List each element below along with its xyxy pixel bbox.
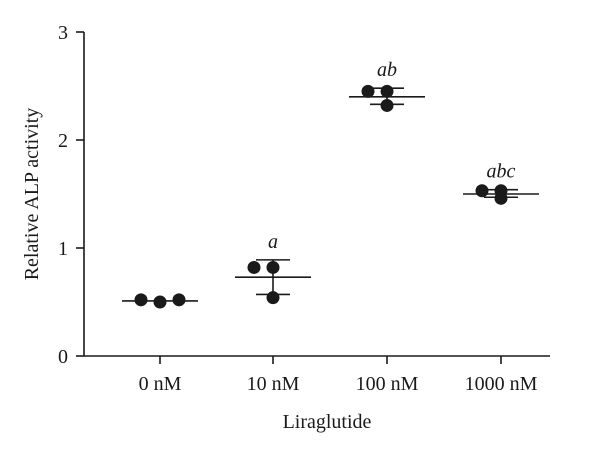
x-tick-label: 100 nM (356, 373, 419, 395)
group-2: ab (349, 59, 425, 112)
axes: 0 1 2 3 0 nM 10 nM 100 nM 1000 nM (58, 22, 550, 395)
data-marks: a ab abc (122, 59, 539, 309)
data-point (475, 184, 489, 198)
data-point (153, 295, 167, 309)
data-point (266, 291, 280, 305)
data-point (380, 84, 394, 98)
data-point (247, 260, 261, 274)
y-tick-label: 1 (58, 238, 68, 260)
x-tick-label: 1000 nM (465, 373, 538, 395)
x-axis-title: Liraglutide (283, 411, 372, 433)
data-point (266, 260, 280, 274)
y-axis-title: Relative ALP activity (21, 108, 43, 281)
data-point (134, 293, 148, 307)
group-1: a (235, 231, 311, 305)
group-3: abc (463, 161, 539, 205)
x-tick-label: 10 nM (247, 373, 300, 395)
y-tick-label: 3 (58, 22, 68, 44)
y-tick-label: 2 (58, 130, 68, 152)
significance-label: ab (377, 59, 397, 81)
data-point (361, 84, 375, 98)
significance-label: a (268, 231, 278, 253)
y-tick-label: 0 (58, 346, 68, 368)
x-tick-label: 0 nM (139, 373, 182, 395)
data-point (380, 98, 394, 112)
data-point (172, 293, 186, 307)
data-point (494, 191, 508, 205)
group-0 (122, 293, 198, 309)
significance-label: abc (487, 161, 516, 183)
